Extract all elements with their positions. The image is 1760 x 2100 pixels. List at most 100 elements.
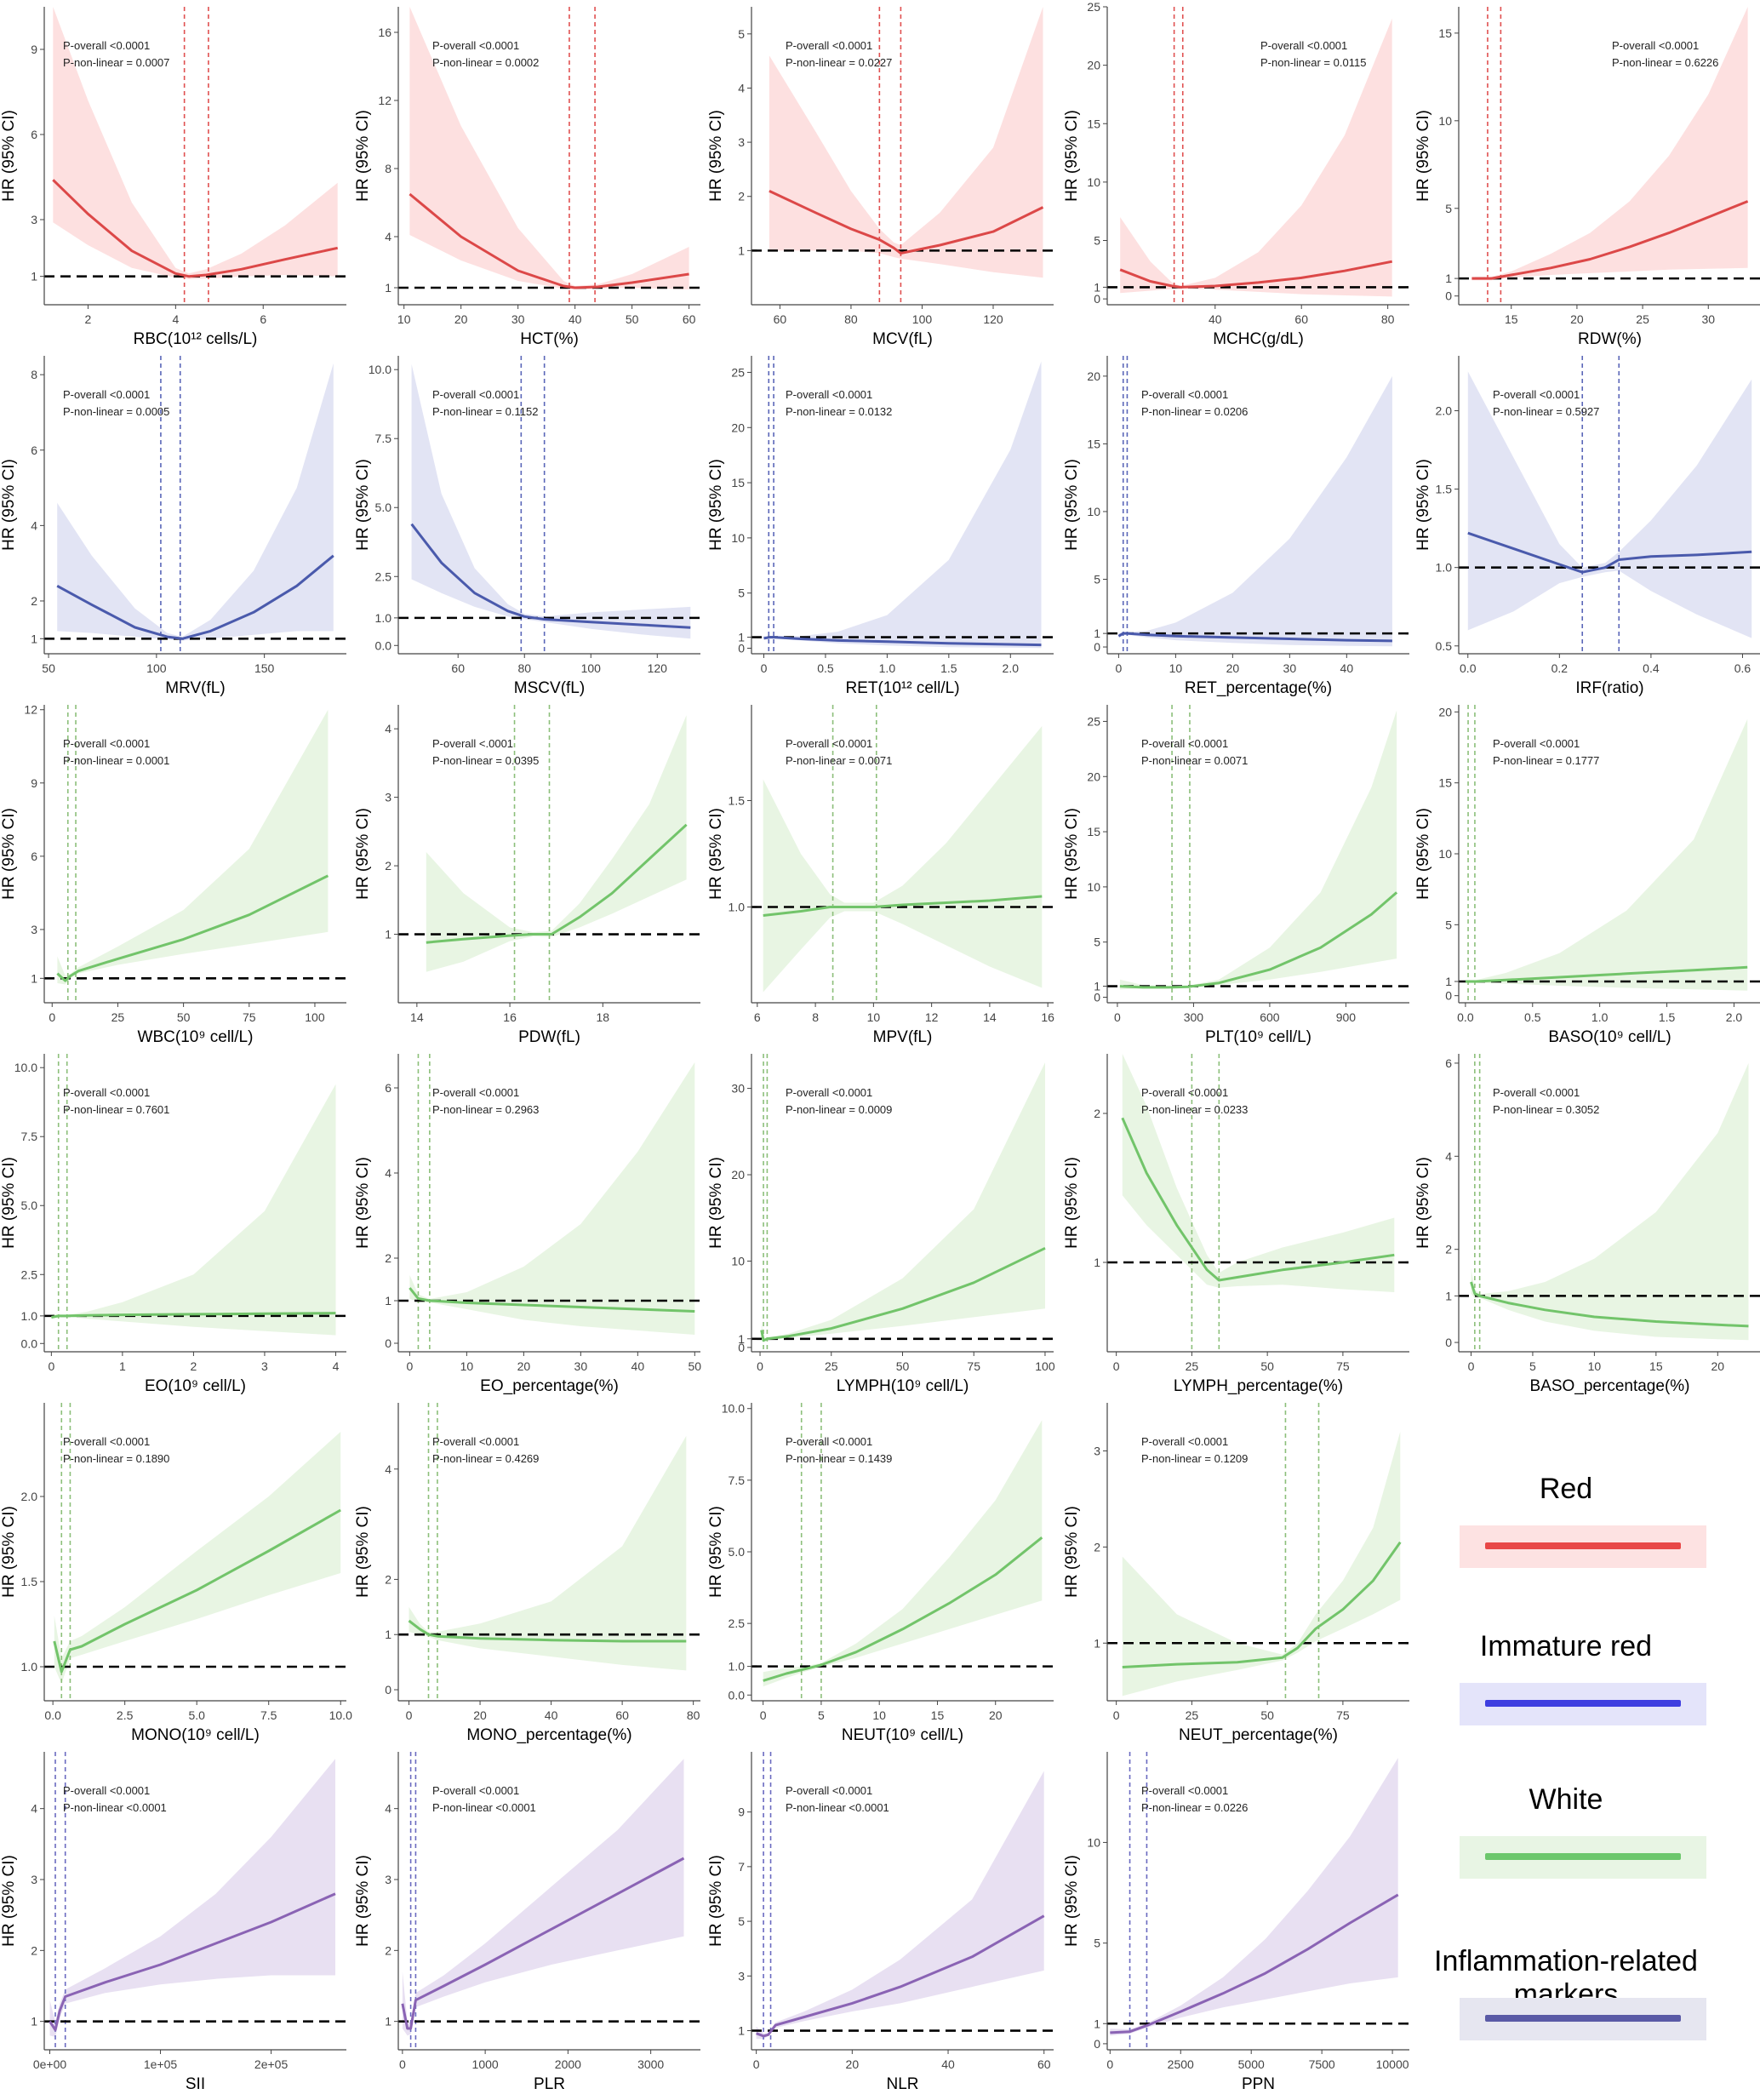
x-tick-label: 40: [631, 1359, 645, 1373]
y-tick-label: 2: [385, 859, 391, 873]
p-overall-text: P-overall <0.0001: [432, 1435, 519, 1448]
y-tick-label: 25: [1087, 0, 1100, 14]
x-tick-label: 8: [812, 1010, 819, 1024]
x-axis-label: SII: [186, 2075, 205, 2093]
x-tick-label: 150: [254, 661, 275, 675]
y-tick-label: 1: [31, 971, 37, 985]
y-tick-label: 20: [1087, 770, 1100, 783]
ci-band: [763, 361, 1042, 649]
y-tick-label: 6: [31, 443, 37, 457]
panel-10: 0.5 1.0 1.5 2.0 0.0 0.2 0.4 0.6 IRF(ratio) HR (95…: [1414, 356, 1760, 697]
y-tick-label: 0: [738, 1341, 745, 1354]
x-tick-label: 0.0: [1460, 661, 1477, 675]
x-tick-label: 0.2: [1551, 661, 1569, 675]
hr-curve: [1470, 1281, 1749, 1328]
panel-7: 0.0 1.0 2.5 5.0 7.5 10.0 60 80 100 120 MSCV(fL) HR …: [354, 356, 700, 697]
x-tick-label: 50: [1260, 1708, 1274, 1722]
x-tick-label: 40: [1340, 661, 1354, 675]
x-tick-label: 40: [545, 1708, 558, 1722]
ci-band: [409, 1062, 695, 1335]
hr-curve: [763, 1536, 1043, 1682]
p-nonlinear-text: P-non-linear = 0.3052: [1493, 1103, 1599, 1116]
x-tick-label: 0e+00: [33, 2057, 67, 2071]
panel-17: 0 1 2 4 6 0 10 20 30 40 50 EO_percentage(%) HR (95% …: [354, 1054, 701, 1395]
y-tick-label: 10: [1438, 847, 1452, 861]
y-tick-label: 20: [1087, 369, 1100, 383]
p-nonlinear-text: P-non-linear = 0.5927: [1493, 405, 1599, 418]
y-tick-label: 2: [385, 1572, 391, 1586]
p-nonlinear-text: P-non-linear = 0.0001: [63, 754, 169, 767]
hr-curve: [410, 523, 691, 629]
y-tick-label: 0.0: [375, 638, 392, 652]
y-tick-label: 7.5: [375, 432, 392, 445]
y-tick-label: 0: [1094, 292, 1100, 306]
x-tick-label: 0: [406, 1359, 413, 1373]
y-tick-label: 0: [1445, 1336, 1452, 1349]
ci-band: [57, 709, 329, 985]
x-tick-label: 0: [761, 661, 768, 675]
x-tick-label: 60: [1037, 2057, 1051, 2071]
hr-curve: [51, 1312, 336, 1319]
legend-red: Red: [1387, 1473, 1745, 1609]
y-tick-label: 5.0: [729, 1545, 746, 1559]
y-axis-label: HR (95% CI): [354, 110, 372, 202]
ci-band: [409, 7, 689, 289]
y-tick-label: 5.0: [21, 1199, 38, 1212]
ci-band: [1110, 1758, 1398, 2036]
p-overall-text: P-overall <0.0001: [1141, 1435, 1228, 1448]
x-axis-label: NEUT(10⁹ cell/L): [842, 1726, 963, 1744]
x-axis-label: PDW(fL): [518, 1028, 580, 1046]
y-tick-label: 5.0: [375, 501, 392, 514]
y-tick-label: 1: [1445, 975, 1452, 988]
p-overall-text: P-overall <0.0001: [63, 1784, 150, 1797]
y-tick-label: 5: [1094, 573, 1100, 587]
x-tick-label: 7.5: [260, 1708, 277, 1722]
x-tick-label: 100: [1035, 1359, 1055, 1373]
y-axis-label: HR (95% CI): [1414, 1157, 1432, 1249]
y-tick-label: 0.5: [1436, 639, 1453, 653]
legend-inflammation-line: [1485, 2015, 1681, 2022]
ci-band: [1471, 7, 1748, 281]
y-tick-label: 10: [731, 1254, 745, 1267]
legend-white-band: [1460, 1836, 1706, 1879]
x-tick-label: 0: [406, 1708, 413, 1722]
ci-band: [1122, 1054, 1395, 1292]
hr-curve: [409, 192, 689, 289]
y-tick-label: 9: [31, 776, 37, 790]
x-tick-label: 25: [111, 1010, 125, 1024]
x-axis-label: LYMPH_percentage(%): [1174, 1377, 1343, 1395]
panel-21: 1.0 1.5 2.0 0.0 2.5 5.0 7.5 10.0 MONO(10⁹ cell/L…: [0, 1403, 352, 1744]
p-nonlinear-text: P-non-linear = 0.0002: [432, 56, 539, 69]
p-nonlinear-text: P-non-linear = 0.0132: [786, 405, 892, 418]
x-tick-label: 20: [454, 312, 468, 326]
y-tick-label: 5: [738, 27, 745, 41]
legend-immature-red: Immature red: [1387, 1630, 1745, 1766]
p-overall-text: P-overall <0.0001: [786, 737, 872, 750]
x-tick-label: 0: [399, 2057, 406, 2071]
y-axis-label: HR (95% CI): [0, 1506, 18, 1598]
p-overall-text: P-overall <0.0001: [1493, 1086, 1580, 1099]
x-tick-label: 10.0: [329, 1708, 352, 1722]
p-nonlinear-text: P-non-linear = 0.4269: [432, 1452, 539, 1465]
x-tick-label: 80: [687, 1708, 700, 1722]
y-tick-label: 0: [738, 642, 745, 655]
x-tick-label: 10: [397, 312, 411, 326]
y-tick-label: 4: [31, 518, 37, 532]
y-tick-label: 5: [1094, 1937, 1100, 1950]
y-tick-label: 1.5: [1436, 483, 1453, 496]
hr-curve: [1121, 1117, 1395, 1282]
hr-curve: [52, 179, 339, 278]
x-axis-label: BASO(10⁹ cell/L): [1548, 1028, 1671, 1046]
y-tick-label: 2.0: [1436, 403, 1453, 417]
x-tick-label: 0: [760, 1708, 767, 1722]
x-tick-label: 20: [1570, 312, 1584, 326]
hr-curve: [1465, 965, 1748, 983]
legend-immature-red-band: [1460, 1683, 1706, 1725]
hr-curve: [53, 1508, 341, 1674]
y-axis-label: HR (95% CI): [707, 110, 725, 202]
x-tick-label: 25: [1186, 1359, 1199, 1373]
p-overall-text: P-overall <0.0001: [1141, 1086, 1228, 1099]
y-tick-label: 5: [1445, 202, 1452, 215]
legend-white: White: [1387, 1783, 1745, 1920]
